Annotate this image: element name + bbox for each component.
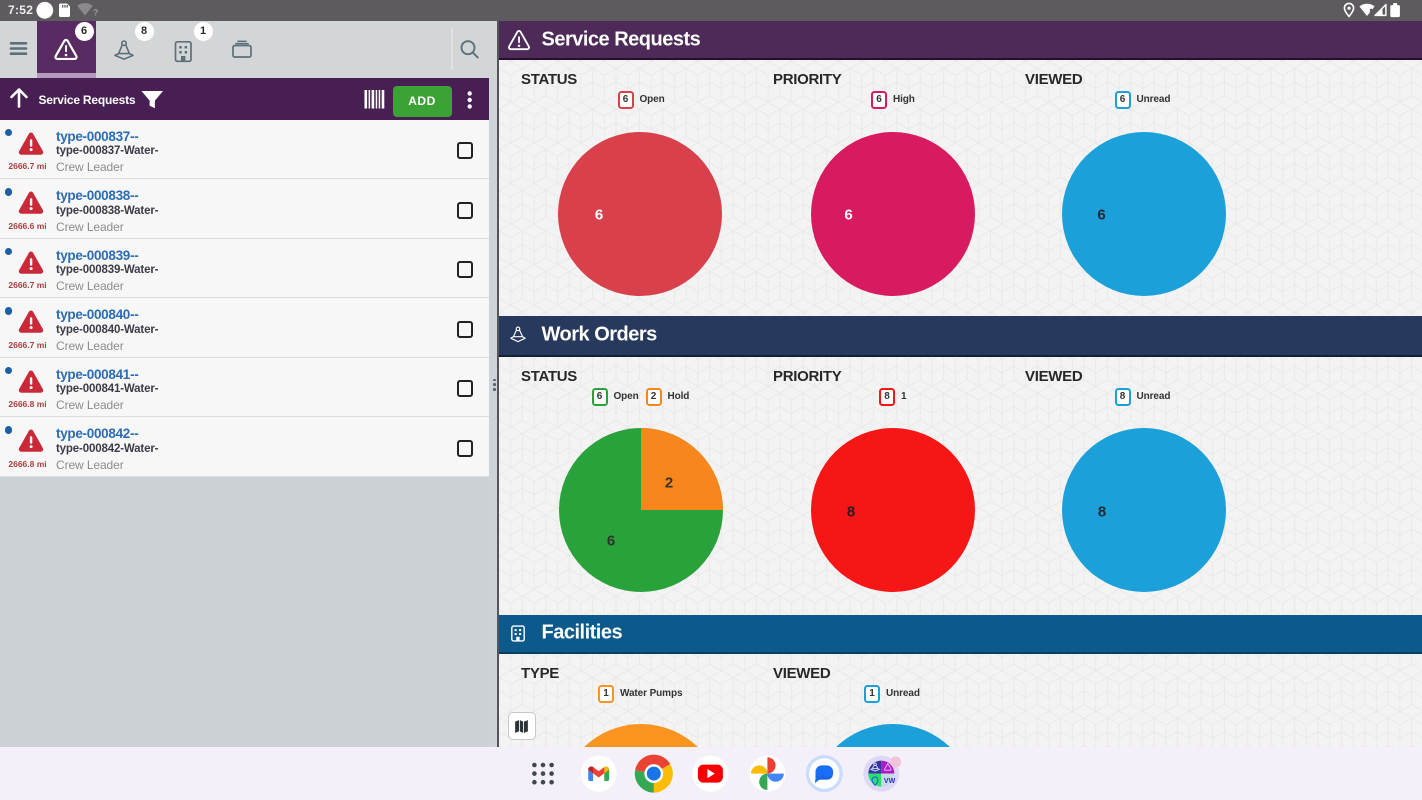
svg-text:?: ? [93, 8, 99, 18]
svg-text:VW: VW [884, 778, 896, 785]
